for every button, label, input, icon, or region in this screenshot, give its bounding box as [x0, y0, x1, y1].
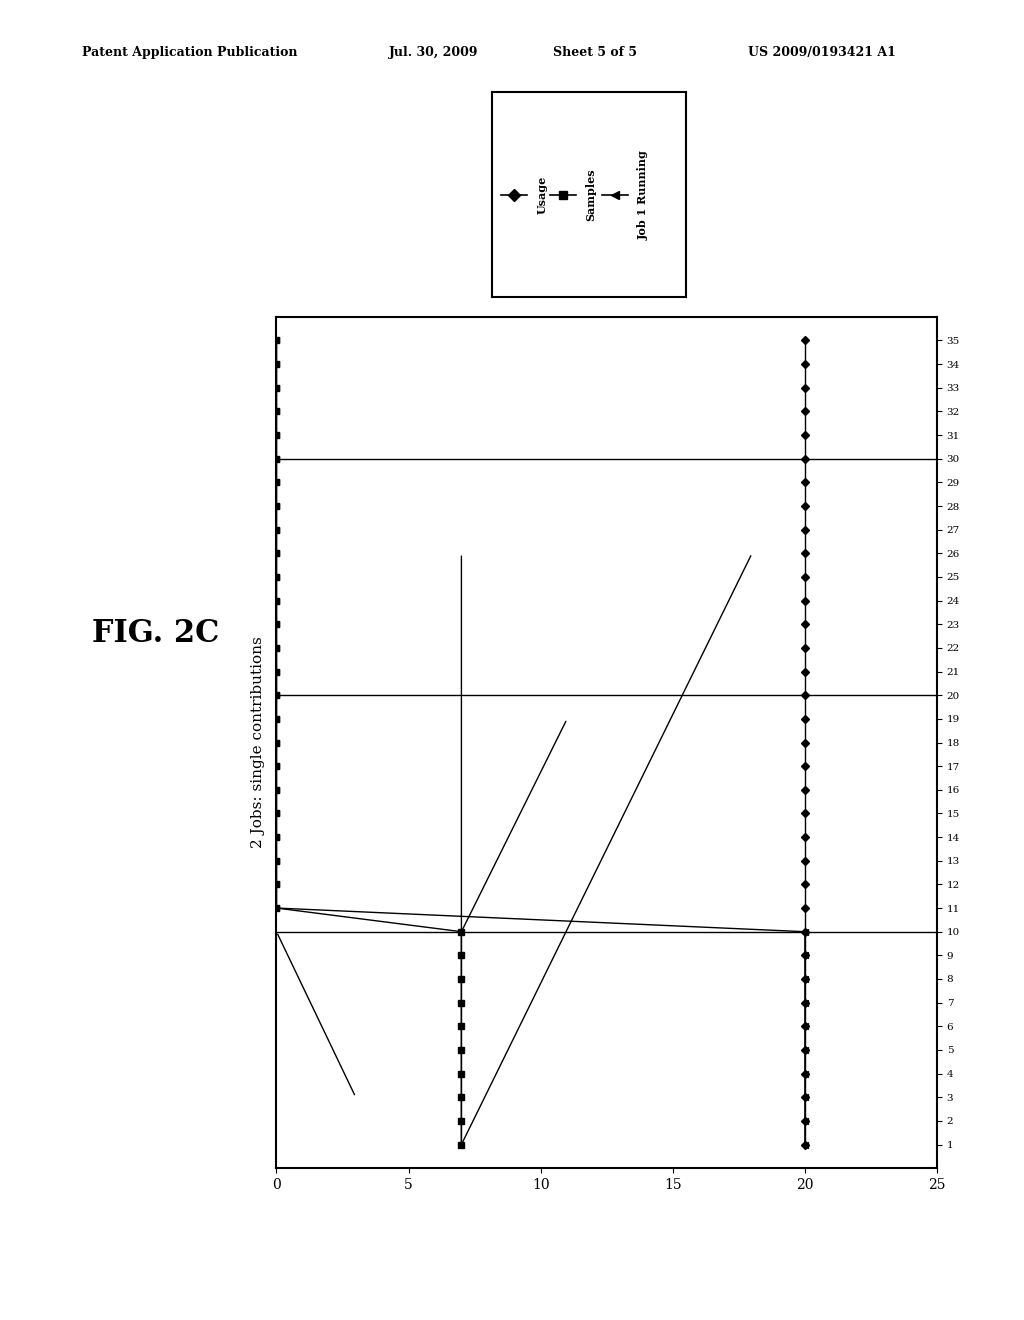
Text: Patent Application Publication: Patent Application Publication: [82, 46, 297, 59]
Text: Job 1 Running: Job 1 Running: [637, 149, 648, 240]
Text: Jul. 30, 2009: Jul. 30, 2009: [389, 46, 478, 59]
Text: Samples: Samples: [586, 169, 597, 220]
Text: US 2009/0193421 A1: US 2009/0193421 A1: [748, 46, 895, 59]
Text: FIG. 2C: FIG. 2C: [92, 618, 219, 649]
Text: Sheet 5 of 5: Sheet 5 of 5: [553, 46, 637, 59]
Text: Usage: Usage: [537, 176, 548, 214]
Y-axis label: 2 Jobs: single contributions: 2 Jobs: single contributions: [251, 636, 265, 849]
